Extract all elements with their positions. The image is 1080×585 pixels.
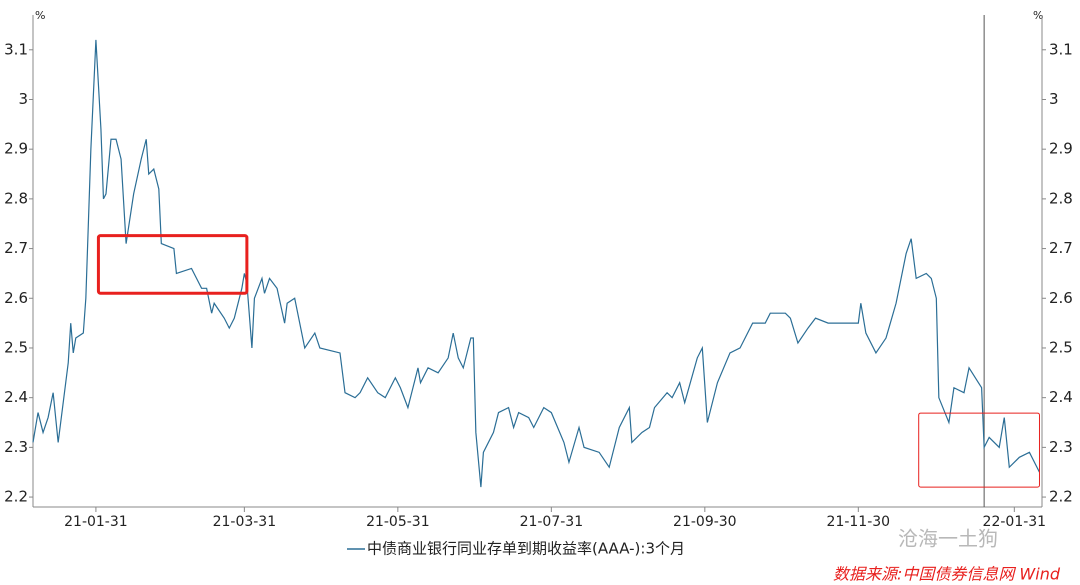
y2-tick-label: 3.1 (1049, 40, 1073, 58)
x-tick-label: 21-03-31 (213, 514, 277, 530)
x-tick-label: 22-01-31 (983, 514, 1047, 530)
data-line (32, 39, 1041, 488)
y2-tick-label: 2.3 (1049, 438, 1073, 456)
y2-tick-label: 2.4 (1049, 388, 1073, 406)
x-tick-label: 21-05-31 (366, 514, 430, 530)
y2-tick-label: 2.9 (1049, 140, 1073, 158)
x-tick-label: 21-09-30 (673, 514, 737, 530)
y-tick-label: 2.6 (4, 289, 28, 307)
y2-tick-label: 3 (1049, 90, 1059, 108)
y2-tick-label: 2.6 (1049, 289, 1073, 307)
watermark: 沧海一土狗 (898, 527, 998, 551)
y-tick-label: 2.9 (4, 140, 28, 158)
y2-tick-label: 2.8 (1049, 189, 1073, 207)
y2-unit: % (1033, 9, 1043, 22)
legend-label: 中债商业银行同业存单到期收益率(AAA-):3个月 (367, 540, 685, 558)
y2-tick-label: 2.7 (1049, 239, 1073, 257)
x-tick-label: 21-01-31 (64, 514, 128, 530)
y-tick-label: 3.1 (4, 40, 28, 58)
y-tick-label: 2.5 (4, 338, 28, 356)
y-unit: % (35, 9, 45, 22)
highlight-box (96, 234, 249, 295)
y-tick-label: 2.2 (4, 488, 28, 506)
y-tick-label: 2.7 (4, 239, 28, 257)
y-tick-label: 2.8 (4, 189, 28, 207)
source-note: 数据来源:中国债券信息网 Wind (833, 565, 1061, 584)
highlight-box (918, 412, 1040, 488)
y-tick-label: 2.4 (4, 388, 28, 406)
y2-tick-label: 2.2 (1049, 488, 1073, 506)
x-tick-label: 21-07-31 (520, 514, 584, 530)
y2-tick-label: 2.5 (1049, 338, 1073, 356)
x-tick-label: 21-11-30 (827, 514, 891, 530)
y-tick-label: 2.3 (4, 438, 28, 456)
y-tick-label: 3 (18, 90, 28, 108)
